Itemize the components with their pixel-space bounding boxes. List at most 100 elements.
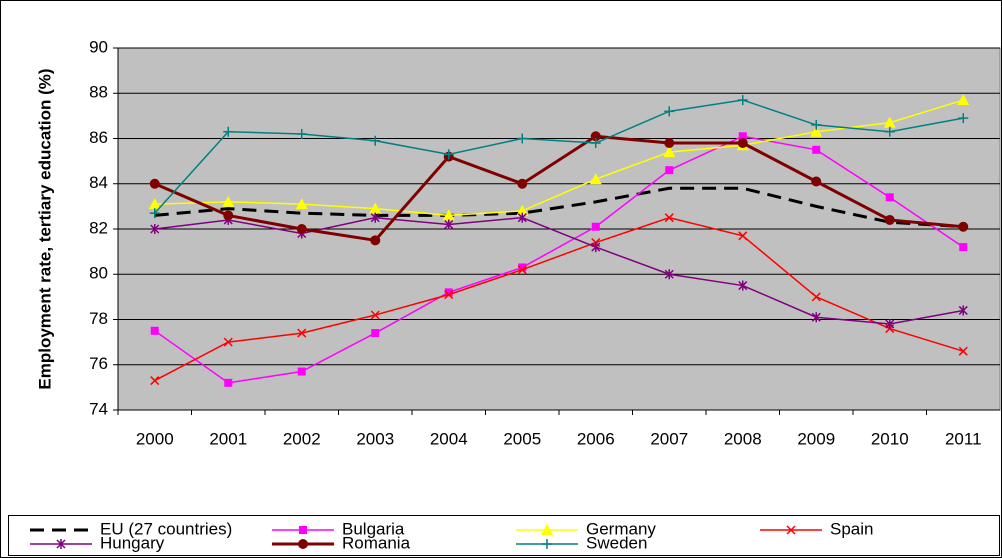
marker-stroke [297,328,307,338]
legend-label: Hungary [100,533,165,552]
marker [590,131,601,142]
marker [371,329,380,338]
marker [370,135,381,146]
y-tick-label: 86 [89,128,108,147]
legend-label: Spain [830,519,873,538]
series-line [154,134,964,242]
marker [517,212,527,223]
marker [957,94,970,106]
marker [150,224,160,234]
marker [590,138,601,149]
marker [370,235,381,246]
legend [8,515,1000,556]
marker [223,210,234,221]
marker-shape [957,94,970,106]
marker [811,119,822,130]
marker [589,173,602,185]
y-tick-label: 88 [89,83,108,102]
marker [541,524,553,535]
marker [517,265,527,275]
marker-shape [812,145,821,154]
series-line [154,216,964,325]
marker [369,202,382,214]
marker-shape [516,204,529,216]
marker [516,204,529,216]
marker [737,138,748,149]
legend-label: EU (27 countries) [100,519,232,538]
marker-shape [148,198,161,210]
series-line [154,186,964,229]
marker-stroke [223,337,233,347]
marker [296,128,307,139]
marker-shape [589,173,602,185]
legend-label: Sweden [586,533,647,552]
marker [224,378,233,387]
marker [444,219,454,230]
marker [811,292,821,302]
marker [664,106,675,117]
marker [663,146,676,158]
x-tick-label: 2010 [871,429,909,448]
marker-stroke [517,265,527,275]
marker [298,539,308,549]
marker-shape [811,176,822,187]
marker [444,290,454,300]
marker-stroke [958,346,968,356]
marker-shape [518,263,527,272]
marker [148,198,161,210]
marker [812,145,821,154]
marker-shape [298,539,308,549]
marker-stroke [811,292,821,302]
series-line [154,135,964,384]
marker-shape [738,132,747,141]
marker [959,243,968,252]
marker [149,208,160,219]
legend-label: Germany [586,519,656,538]
marker [297,367,306,376]
marker-shape [223,210,234,221]
marker-shape [370,235,381,246]
x-tick-label: 2008 [724,429,762,448]
marker [370,310,380,320]
legend-label: Romania [342,533,411,552]
marker-shape [665,166,674,175]
marker [664,269,674,280]
marker-shape [737,138,748,149]
marker-shape [149,178,160,189]
marker-shape [959,243,968,252]
series-line [154,99,964,214]
marker-shape [958,221,969,232]
marker-shape [295,198,308,210]
marker [297,328,307,338]
marker-shape [884,214,895,225]
marker [738,231,748,241]
marker-stroke [370,310,380,320]
marker-stroke [444,290,454,300]
marker [442,209,455,221]
marker [517,133,528,144]
marker [150,376,160,386]
marker [296,224,307,234]
marker-shape [297,367,306,376]
marker-shape [222,195,235,207]
x-tick-label: 2000 [136,429,174,448]
x-tick-label: 2002 [283,429,321,448]
x-tick-label: 2001 [209,429,247,448]
marker-shape [442,209,455,221]
marker-shape [224,378,233,387]
series-line [154,99,964,217]
y-axis-label: Employment rate, tertiary education (%) [35,68,54,389]
marker [295,198,308,210]
marker-stroke [786,525,796,535]
marker [223,337,233,347]
marker [884,126,895,137]
legend-label: Bulgaria [342,519,405,538]
marker-shape [517,178,528,189]
marker [444,288,453,297]
marker [738,280,748,291]
marker-shape [299,526,307,534]
x-tick-label: 2006 [577,429,615,448]
y-tick-label: 74 [89,399,108,418]
marker [958,221,969,232]
